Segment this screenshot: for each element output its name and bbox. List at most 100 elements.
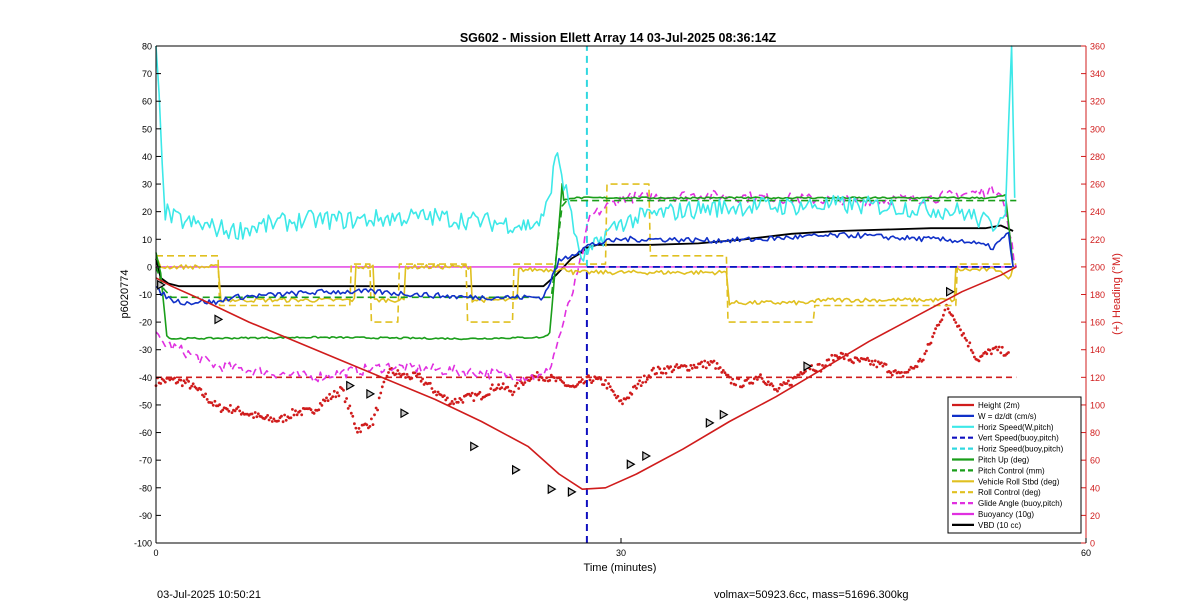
heading-point bbox=[706, 361, 710, 364]
y2-tick-label: 120 bbox=[1090, 373, 1105, 383]
y2-tick-label: 140 bbox=[1090, 345, 1105, 355]
heading-point bbox=[917, 359, 920, 363]
heading-point bbox=[605, 386, 609, 390]
y-tick-label: 30 bbox=[142, 180, 152, 190]
legend-entry: W = dz/dt (cm/s) bbox=[978, 412, 1037, 421]
heading-point bbox=[962, 332, 965, 335]
heading-point bbox=[842, 357, 846, 361]
heading-point bbox=[453, 397, 457, 401]
heading-point bbox=[210, 401, 214, 405]
x-tick-label: 60 bbox=[1081, 548, 1091, 558]
heading-point bbox=[915, 365, 919, 369]
heading-point bbox=[880, 361, 883, 365]
heading-point bbox=[664, 371, 668, 375]
heading-point bbox=[604, 379, 607, 382]
heading-point bbox=[377, 396, 381, 400]
heading-point bbox=[289, 416, 293, 420]
heading-point bbox=[511, 393, 514, 397]
series-horiz-speed-w-pitch bbox=[155, 45, 1016, 262]
height-marker bbox=[567, 486, 577, 497]
heading-point bbox=[966, 344, 970, 348]
heading-point bbox=[630, 392, 634, 396]
heading-point bbox=[925, 349, 928, 353]
heading-point bbox=[912, 366, 916, 370]
heading-point bbox=[179, 378, 183, 382]
y-tick-label: -80 bbox=[139, 483, 152, 493]
heading-point bbox=[870, 359, 874, 363]
y2-axis-label: (+) Heading (°M) bbox=[1111, 253, 1123, 335]
y-tick-label: 20 bbox=[142, 207, 152, 217]
heading-point bbox=[187, 380, 191, 383]
heading-point bbox=[225, 407, 229, 411]
heading-point bbox=[236, 405, 240, 409]
heading-point bbox=[720, 371, 724, 374]
height-marker bbox=[346, 380, 355, 391]
heading-point bbox=[579, 380, 583, 384]
y2-tick-label: 160 bbox=[1090, 318, 1105, 328]
heading-point bbox=[692, 363, 696, 367]
heading-point bbox=[985, 352, 989, 356]
heading-point bbox=[973, 355, 976, 359]
y-tick-label: 0 bbox=[147, 262, 152, 272]
heading-point bbox=[184, 381, 187, 385]
legend-entry: Height (2m) bbox=[978, 401, 1020, 410]
legend-entry: Vert Speed(buoy,pitch) bbox=[978, 434, 1059, 443]
heading-point bbox=[229, 404, 232, 407]
heading-point bbox=[776, 389, 779, 393]
chart-title: SG602 - Mission Ellett Array 14 03-Jul-2… bbox=[460, 31, 777, 45]
heading-point bbox=[318, 402, 322, 405]
heading-point bbox=[746, 377, 750, 380]
heading-point bbox=[794, 376, 798, 379]
heading-point bbox=[954, 321, 958, 324]
y2-tick-label: 40 bbox=[1090, 483, 1100, 493]
heading-point bbox=[790, 383, 793, 387]
legend-entry: Horiz Speed(W,pitch) bbox=[978, 423, 1054, 432]
heading-point bbox=[509, 389, 513, 393]
y2-tick-label: 360 bbox=[1090, 42, 1105, 52]
heading-point bbox=[374, 406, 378, 410]
y-tick-label: -40 bbox=[139, 373, 152, 383]
heading-point bbox=[770, 382, 773, 385]
heading-point bbox=[721, 369, 725, 372]
heading-point bbox=[649, 375, 652, 379]
heading-point bbox=[515, 381, 519, 385]
legend-entry: Vehicle Roll Stbd (deg) bbox=[978, 477, 1060, 486]
y-tick-label: 60 bbox=[142, 97, 152, 107]
heading-point bbox=[946, 307, 950, 311]
heading-point bbox=[405, 373, 409, 376]
mass-info: volmax=50923.6cc, mass=51696.300kg bbox=[714, 589, 909, 601]
heading-point bbox=[250, 412, 254, 416]
heading-point bbox=[470, 391, 474, 395]
heading-point bbox=[875, 365, 879, 369]
heading-point bbox=[371, 423, 375, 426]
series-roll-control-deg bbox=[156, 183, 1017, 323]
heading-point bbox=[959, 328, 962, 332]
heading-point bbox=[317, 408, 321, 412]
legend-entry: Glide Angle (buoy,pitch) bbox=[978, 499, 1063, 508]
heading-point bbox=[715, 362, 719, 365]
heading-point bbox=[700, 360, 703, 364]
heading-point bbox=[765, 383, 769, 386]
y2-tick-label: 220 bbox=[1090, 235, 1105, 245]
heading-point bbox=[329, 397, 333, 401]
heading-point bbox=[521, 383, 525, 386]
heading-point bbox=[421, 377, 424, 381]
heading-point bbox=[728, 375, 731, 379]
heading-point bbox=[858, 359, 862, 363]
heading-point bbox=[332, 389, 336, 393]
heading-point bbox=[173, 376, 177, 380]
heading-point bbox=[480, 397, 483, 401]
heading-point bbox=[353, 422, 356, 426]
heading-point bbox=[652, 366, 655, 370]
heading-point bbox=[960, 333, 964, 337]
heading-point bbox=[852, 361, 855, 365]
heading-point bbox=[159, 382, 163, 385]
legend-box bbox=[947, 396, 1082, 534]
height-marker bbox=[512, 464, 521, 475]
heading-point bbox=[415, 374, 418, 378]
heading-point bbox=[252, 416, 256, 419]
height-marker bbox=[803, 361, 813, 372]
heading-point bbox=[404, 376, 407, 379]
heading-point bbox=[211, 403, 215, 407]
heading-point bbox=[410, 376, 414, 380]
